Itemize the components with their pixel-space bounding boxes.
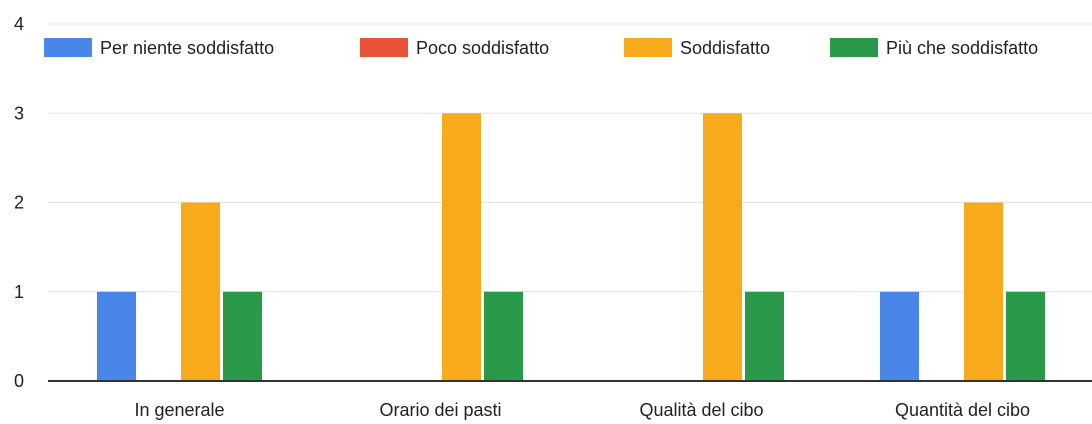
- bar-pi-che-soddisfatto-1: [223, 291, 262, 381]
- legend: Per niente soddisfatto Poco soddisfatto So…: [44, 38, 1038, 58]
- y-tick-label: 3: [14, 103, 24, 123]
- legend-label: Per niente soddisfatto: [100, 38, 274, 58]
- legend-swatch: [624, 38, 672, 57]
- legend-swatch: [44, 38, 92, 57]
- bar-soddisfatto-3: [703, 113, 742, 381]
- legend-swatch: [830, 38, 878, 57]
- bar-pi-che-soddisfatto-3: [745, 291, 784, 381]
- legend-item: Per niente soddisfatto: [44, 38, 274, 58]
- x-tick-label: Orario dei pasti: [379, 400, 501, 420]
- bar-per-niente-soddisfatto-1: [97, 291, 136, 381]
- x-tick-label: Qualità del cibo: [639, 400, 763, 420]
- y-axis: 0 1 2 3 4: [14, 14, 24, 391]
- bar-pi-che-soddisfatto-2: [484, 291, 523, 381]
- legend-item: Più che soddisfatto: [830, 38, 1038, 58]
- legend-label: Poco soddisfatto: [416, 38, 549, 58]
- bar-per-niente-soddisfatto-4: [880, 291, 919, 381]
- bar-soddisfatto-2: [442, 113, 481, 381]
- bar-soddisfatto-1: [181, 202, 220, 381]
- y-tick-label: 2: [14, 193, 24, 213]
- y-tick-label: 0: [14, 371, 24, 391]
- y-tick-label: 1: [14, 282, 24, 302]
- legend-item: Soddisfatto: [624, 38, 770, 58]
- x-axis: In generale Orario dei pasti Qualità del c…: [134, 400, 1030, 420]
- legend-item: Poco soddisfatto: [360, 38, 549, 58]
- y-tick-label: 4: [14, 14, 24, 34]
- bar-pi-che-soddisfatto-4: [1006, 291, 1045, 381]
- legend-swatch: [360, 38, 408, 57]
- legend-label: Soddisfatto: [680, 38, 770, 58]
- bars: [97, 113, 1045, 381]
- bar-soddisfatto-4: [964, 202, 1003, 381]
- x-tick-label: In generale: [134, 400, 224, 420]
- legend-label: Più che soddisfatto: [886, 38, 1038, 58]
- x-tick-label: Quantità del cibo: [895, 400, 1030, 420]
